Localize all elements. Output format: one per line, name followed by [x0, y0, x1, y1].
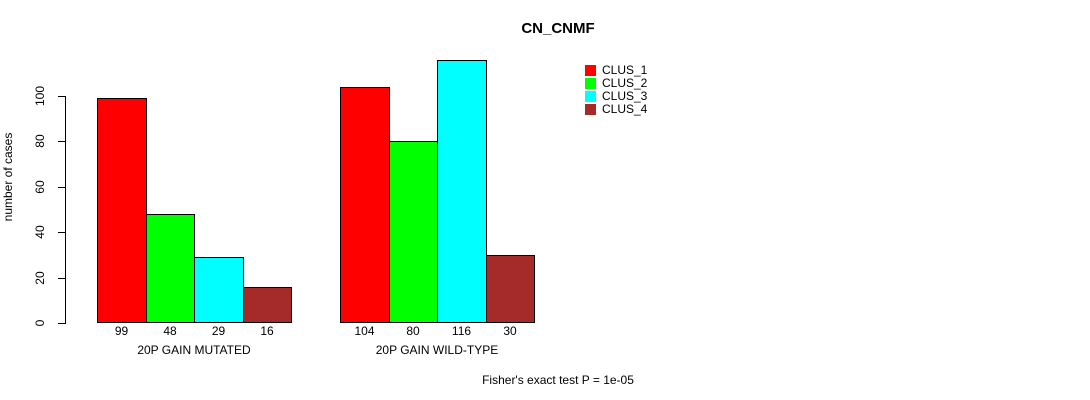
y-axis-tick	[58, 187, 65, 188]
bar-clus_1-group2	[340, 87, 390, 323]
y-axis-line	[65, 96, 66, 324]
legend-swatch-icon	[585, 104, 596, 115]
y-axis-tick	[58, 96, 65, 97]
legend-item-clus_1: CLUS_1	[585, 64, 647, 77]
bar-value-label: 48	[163, 324, 177, 338]
bar-clus_4-group1	[243, 287, 292, 323]
y-axis-tick	[58, 278, 65, 279]
bar-clus_1-group1	[97, 98, 147, 323]
y-tick-label: 60	[33, 180, 47, 194]
bar-value-label: 16	[260, 324, 274, 338]
bar-value-label: 29	[211, 324, 226, 338]
y-tick-label: 40	[33, 225, 47, 239]
category-label: 20P GAIN MUTATED	[137, 343, 251, 357]
bar-clus_2-group1	[146, 214, 195, 323]
annotation-text: Fisher's exact test P = 1e-05	[482, 373, 634, 387]
bar-value-label: 104	[354, 324, 375, 338]
legend-swatch-icon	[585, 78, 596, 89]
bar-clus_3-group2	[437, 60, 487, 323]
chart-title: CN_CNMF	[521, 20, 595, 37]
bar-value-label: 116	[451, 324, 472, 338]
legend-item-clus_4: CLUS_4	[585, 103, 647, 116]
y-tick-label: 0	[33, 319, 47, 327]
legend-item-clus_2: CLUS_2	[585, 77, 647, 90]
legend-label: CLUS_2	[602, 76, 648, 90]
legend: CLUS_1 CLUS_2 CLUS_3 CLUS_4	[585, 64, 647, 116]
bar-clus_2-group2	[389, 141, 438, 323]
bar-value-label: 99	[114, 324, 129, 338]
bar-value-label: 30	[503, 324, 517, 338]
y-axis-tick	[58, 323, 65, 324]
y-tick-label: 20	[33, 271, 47, 285]
y-tick-label: 80	[33, 134, 47, 148]
legend-swatch-icon	[585, 91, 596, 102]
bar-value-label: 80	[406, 324, 420, 338]
legend-item-clus_3: CLUS_3	[585, 90, 647, 103]
y-axis-tick	[58, 232, 65, 233]
legend-label: CLUS_4	[602, 102, 648, 116]
legend-label: CLUS_1	[602, 63, 648, 77]
bar-clus_4-group2	[486, 255, 535, 323]
legend-swatch-icon	[585, 65, 596, 76]
bar-clus_3-group1	[194, 257, 244, 323]
legend-label: CLUS_3	[602, 89, 648, 103]
y-tick-label: 100	[33, 85, 47, 107]
y-axis-tick	[58, 141, 65, 142]
category-label: 20P GAIN WILD-TYPE	[375, 343, 499, 357]
